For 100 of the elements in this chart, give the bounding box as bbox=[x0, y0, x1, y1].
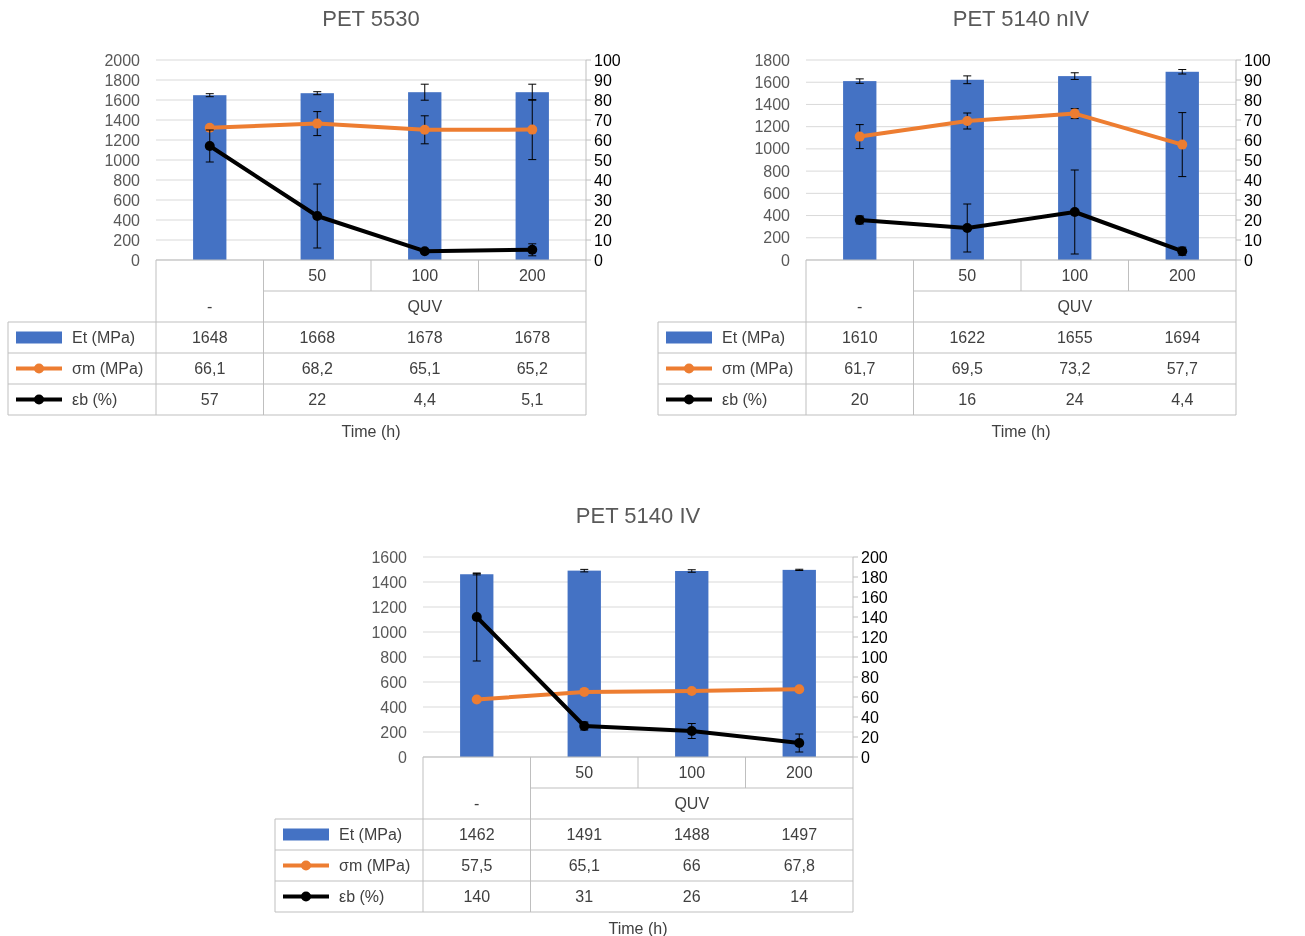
point bbox=[962, 223, 973, 233]
data-label: 14 bbox=[790, 888, 809, 906]
data-label: 5,1 bbox=[521, 391, 544, 409]
y-tick-label: 0 bbox=[781, 251, 791, 269]
data-label: 65,1 bbox=[409, 360, 441, 378]
data-label: 1678 bbox=[406, 329, 443, 347]
y2-tick-label: 40 bbox=[861, 708, 879, 726]
y2-tick-label: 20 bbox=[861, 728, 879, 746]
y2-tick-label: 10 bbox=[594, 231, 612, 249]
y-tick-label: 1400 bbox=[371, 573, 408, 591]
data-label: 1655 bbox=[1056, 329, 1093, 347]
y2-tick-label: 20 bbox=[594, 211, 612, 229]
data-label: 67,8 bbox=[783, 857, 815, 875]
data-label: 68,2 bbox=[301, 360, 333, 378]
point bbox=[686, 686, 697, 696]
y-tick-label: 400 bbox=[380, 698, 408, 716]
y-tick-label: 1800 bbox=[104, 71, 141, 89]
y2-tick-label: 0 bbox=[594, 251, 603, 269]
point bbox=[419, 246, 430, 257]
y2-tick-label: 50 bbox=[1244, 151, 1262, 169]
y-tick-label: 0 bbox=[398, 748, 408, 766]
legend-label: εb (%) bbox=[72, 391, 118, 409]
x-tick-label: 100 bbox=[1061, 267, 1089, 285]
y2-tick-label: 40 bbox=[1244, 171, 1262, 189]
y-tick-label: 1600 bbox=[754, 73, 791, 91]
data-label: 140 bbox=[463, 888, 491, 906]
y-tick-label: 1200 bbox=[371, 598, 408, 616]
y2-tick-label: 60 bbox=[1244, 131, 1262, 149]
y2-tick-label: 100 bbox=[861, 648, 888, 666]
point bbox=[527, 124, 538, 135]
legend-label: σm (MPa) bbox=[72, 360, 144, 378]
point bbox=[312, 211, 323, 221]
y-tick-label: 1000 bbox=[104, 151, 141, 169]
y-tick-label: 200 bbox=[380, 723, 408, 741]
x-tick-label: - bbox=[857, 298, 863, 316]
point bbox=[579, 686, 590, 697]
y2-tick-label: 80 bbox=[861, 668, 879, 686]
y2-tick-label: 10 bbox=[1244, 231, 1262, 249]
legend-label: σm (MPa) bbox=[722, 360, 794, 378]
y2-tick-label: 140 bbox=[861, 608, 888, 626]
data-label: 22 bbox=[308, 391, 327, 409]
y2-tick-label: 30 bbox=[1244, 191, 1262, 209]
y-tick-label: 1800 bbox=[754, 51, 791, 69]
chart-title: PET 5530 bbox=[322, 6, 420, 31]
data-label: 61,7 bbox=[844, 360, 876, 378]
y2-tick-label: 40 bbox=[594, 171, 612, 189]
data-label: 73,2 bbox=[1059, 360, 1091, 378]
y-tick-label: 400 bbox=[113, 211, 141, 229]
data-label: 57,5 bbox=[461, 857, 493, 875]
data-label: 1488 bbox=[673, 826, 710, 844]
data-label: 57 bbox=[200, 391, 219, 409]
y2-tick-label: 120 bbox=[861, 628, 888, 646]
x-tick-label: 100 bbox=[678, 764, 706, 782]
data-label: 4,4 bbox=[413, 391, 436, 409]
data-label: 24 bbox=[1065, 391, 1084, 409]
x-tick-label: 200 bbox=[785, 764, 813, 782]
legend-label: εb (%) bbox=[722, 391, 768, 409]
data-label: 1668 bbox=[299, 329, 336, 347]
y2-tick-label: 100 bbox=[1244, 51, 1271, 69]
y2-tick-label: 30 bbox=[594, 191, 612, 209]
data-label: 1648 bbox=[191, 329, 228, 347]
y2-tick-label: 0 bbox=[1244, 251, 1253, 269]
chart-title: PET 5140 IV bbox=[575, 503, 701, 528]
y-tick-label: 800 bbox=[763, 162, 791, 180]
data-label: 66,1 bbox=[194, 360, 226, 378]
legend-label: Et (MPa) bbox=[722, 329, 786, 347]
text: QUV bbox=[674, 795, 710, 813]
point bbox=[419, 124, 430, 135]
legend-label: Et (MPa) bbox=[339, 826, 403, 844]
text: QUV bbox=[1057, 298, 1093, 316]
y2-tick-label: 200 bbox=[861, 548, 888, 566]
data-label: 69,5 bbox=[951, 360, 983, 378]
point bbox=[1069, 207, 1080, 217]
y-tick-label: 2000 bbox=[104, 51, 141, 69]
data-label: 20 bbox=[850, 391, 869, 409]
y-tick-label: 1600 bbox=[104, 91, 141, 109]
x-tick-label: 100 bbox=[411, 267, 439, 285]
y-tick-label: 200 bbox=[113, 231, 141, 249]
y2-tick-label: 20 bbox=[1244, 211, 1262, 229]
y-tick-label: 400 bbox=[763, 207, 791, 225]
data-label: 1622 bbox=[949, 329, 986, 347]
data-label: 1678 bbox=[514, 329, 551, 347]
data-label: 1462 bbox=[458, 826, 495, 844]
text: QUV bbox=[407, 298, 443, 316]
legend-label: εb (%) bbox=[339, 888, 385, 906]
x-axis-title: Time (h) bbox=[991, 423, 1051, 440]
y-tick-label: 800 bbox=[380, 648, 408, 666]
y-tick-label: 1400 bbox=[754, 96, 791, 114]
data-label: 4,4 bbox=[1171, 391, 1194, 409]
data-label: 66 bbox=[682, 857, 701, 875]
y-tick-label: 0 bbox=[131, 251, 141, 269]
data-label: 26 bbox=[682, 888, 701, 906]
point bbox=[204, 141, 215, 151]
point bbox=[794, 738, 805, 748]
y-tick-label: 1200 bbox=[104, 131, 141, 149]
point bbox=[1177, 139, 1188, 150]
legend-label: σm (MPa) bbox=[339, 857, 411, 875]
y2-tick-label: 0 bbox=[861, 748, 870, 766]
y-tick-label: 1600 bbox=[371, 548, 408, 566]
y2-tick-label: 180 bbox=[861, 568, 888, 586]
